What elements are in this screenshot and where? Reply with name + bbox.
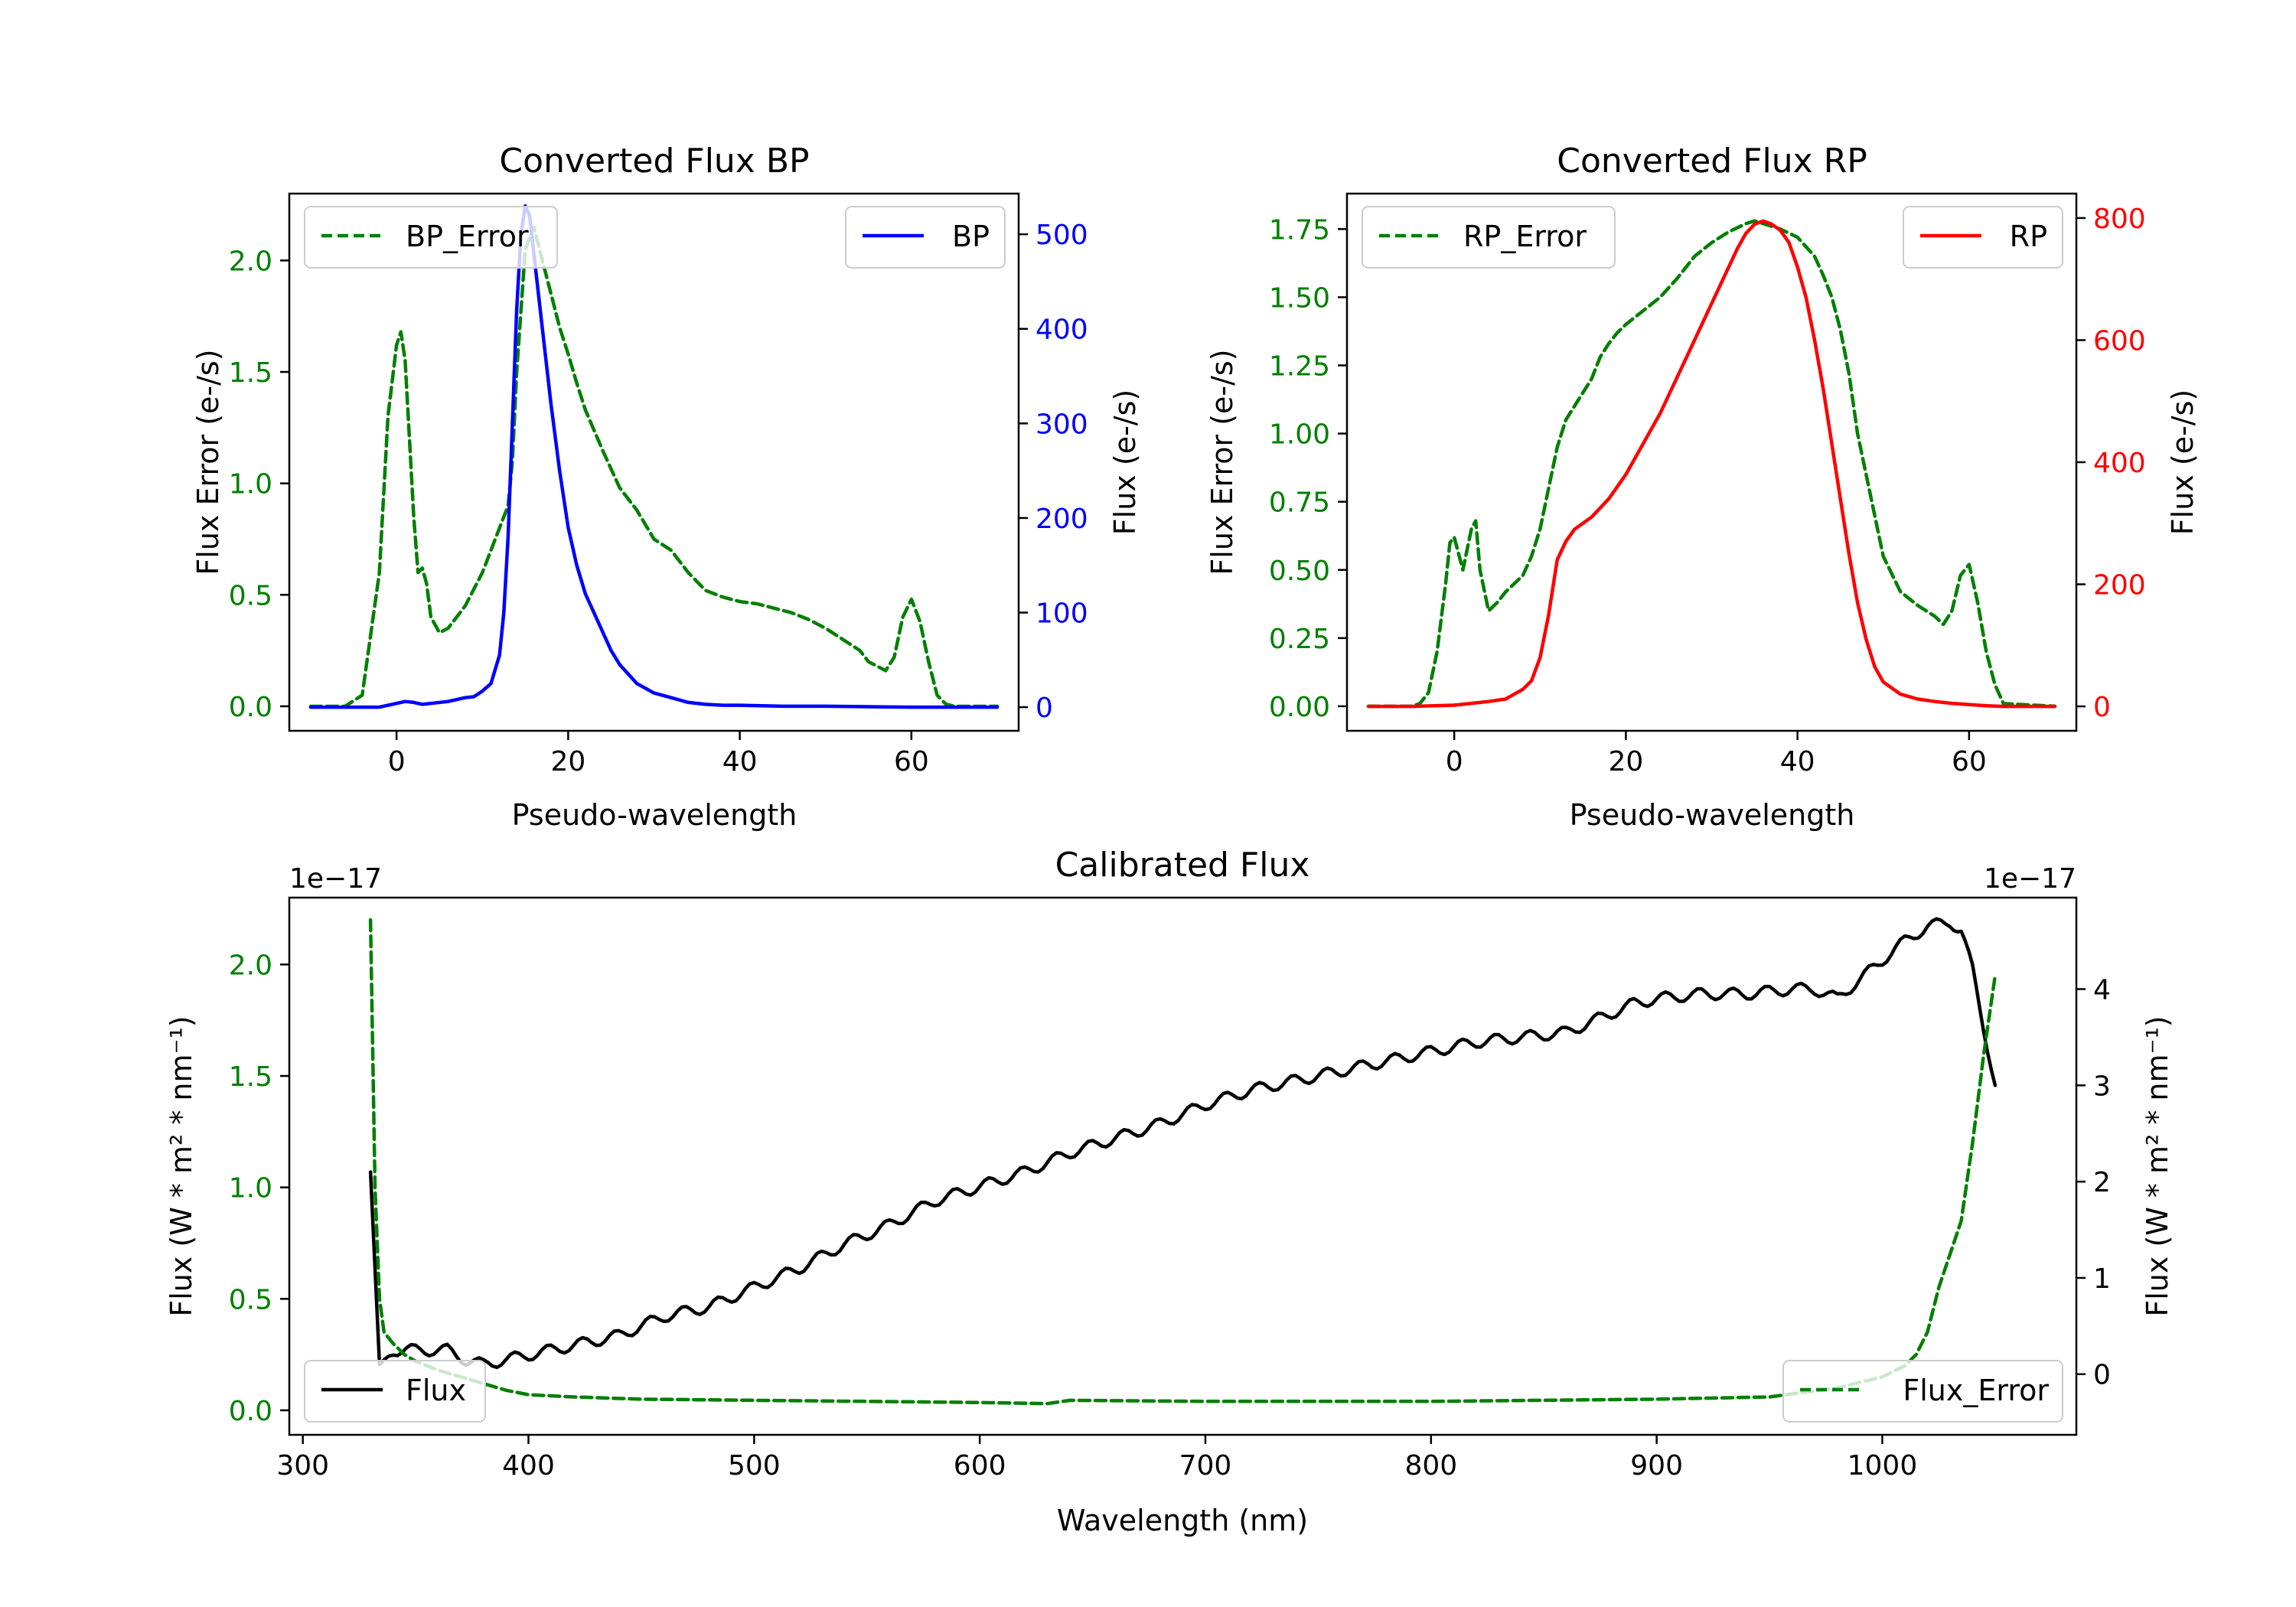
bp-x-tick-label: 60 [894,746,929,777]
bp-x-axis-label: Pseudo-wavelength [512,798,797,832]
calibrated-left-offset-label: 1e−17 [289,863,382,895]
calibrated-error-legend-label: Flux_Error [1903,1374,2049,1407]
bp-left-y-tick-label: 0.5 [229,580,272,611]
bp-x-tick-label: 20 [550,746,585,777]
calibrated-left-axis-label: Flux (W * m² * nm⁻¹) [165,1015,198,1316]
calibrated-x-tick-label: 1000 [1848,1450,1918,1482]
rp-legend-label: RP [2010,220,2047,253]
rp-left-y-tick-label: 1.75 [1269,214,1330,246]
calibrated-right-offset-label: 1e−17 [1984,863,2076,895]
calibrated-x-tick-label: 800 [1404,1450,1457,1482]
calibrated-error-legend: Flux_Error [1782,1360,2063,1423]
calibrated-flux-legend: Flux [304,1360,486,1423]
rp-right-y-tick-label: 0 [2093,692,2111,723]
bp-series-bp [308,204,1000,709]
bp-right-y-tick-label: 400 [1035,315,1088,346]
bp-axes-frame [288,192,1020,732]
bp-right-y-tick-label: 200 [1035,504,1088,535]
rp-legend: RP [1903,206,2063,269]
bp-right-y-tick-label: 100 [1035,598,1088,630]
rp-error-legend-label: RP_Error [1463,220,1587,253]
calibrated-right-y-tick-label: 1 [2093,1263,2111,1295]
rp-series-rp-error [1366,219,2057,709]
calibrated-x-tick-label: 600 [954,1450,1006,1482]
bp-right-y-tick-label: 300 [1035,409,1088,440]
calibrated-panel: Calibrated Flux 1e−17 1e−17 300 400 500 600… [165,846,2174,1537]
bp-panel: Converted Flux BP 0 20 40 60 0.0 0.5 1.0 1.5 2.… [191,142,1142,832]
rp-panel: Converted Flux RP 0 20 40 60 0.00 0.25 0.50 0.… [1205,142,2200,832]
calibrated-axes-frame [288,896,2078,1436]
bp-title: Converted Flux BP [499,142,809,181]
calibrated-flux-legend-label: Flux [406,1374,466,1407]
bp-error-legend-label: BP_Error [406,220,529,253]
calibrated-left-y-tick-label: 1.0 [229,1173,272,1204]
bp-x-tick-label: 0 [388,746,406,777]
rp-right-y-tick-label: 800 [2093,204,2146,235]
rp-right-axis-label: Flux (e-/s) [2166,390,2200,535]
rp-error-legend: RP_Error [1362,206,1616,269]
rp-left-y-tick-label: 0.75 [1269,487,1330,519]
bp-legend: BP [845,206,1006,269]
rp-left-axis-label: Flux Error (e-/s) [1205,349,1239,575]
calibrated-x-axis-label: Wavelength (nm) [1057,1504,1308,1537]
calibrated-x-tick-label: 700 [1179,1450,1232,1482]
rp-right-y-tick-label: 600 [2093,325,2146,357]
calibrated-right-y-tick-label: 3 [2093,1071,2111,1102]
calibrated-x-tick-label: 300 [276,1450,329,1482]
calibrated-x-tick-label: 500 [728,1450,781,1482]
rp-left-y-tick-label: 0.00 [1269,692,1330,723]
bp-right-y-tick-label: 500 [1035,220,1088,251]
bp-right-y-tick-label: 0 [1035,693,1053,724]
rp-right-y-tick-label: 200 [2093,570,2146,601]
rp-x-tick-label: 20 [1608,746,1643,777]
calibrated-right-y-tick-label: 4 [2093,975,2111,1006]
calibrated-series-flux [368,917,1998,1370]
rp-left-y-tick-label: 0.50 [1269,556,1330,587]
rp-left-y-tick-label: 1.50 [1269,282,1330,314]
bp-error-legend: BP_Error [304,206,558,269]
bp-series-bp-error [308,225,1000,709]
calibrated-left-y-tick-label: 0.0 [229,1396,272,1427]
bp-right-axis-label: Flux (e-/s) [1108,390,1142,535]
calibrated-right-axis-label: Flux (W * m² * nm⁻¹) [2141,1015,2174,1316]
rp-left-y-tick-label: 0.25 [1269,624,1330,655]
bp-left-y-tick-label: 2.0 [229,246,272,277]
calibrated-right-y-tick-label: 0 [2093,1360,2111,1391]
bp-left-axis-label: Flux Error (e-/s) [191,349,225,575]
bp-left-y-tick-label: 1.0 [229,469,272,500]
rp-x-tick-label: 60 [1952,746,1987,777]
bp-x-tick-label: 40 [722,746,758,777]
calibrated-left-y-tick-label: 1.5 [229,1061,272,1093]
rp-x-axis-label: Pseudo-wavelength [1570,798,1855,832]
rp-series-rp [1366,219,2057,709]
rp-x-tick-label: 0 [1446,746,1463,777]
bp-legend-label: BP [952,220,990,253]
calibrated-x-tick-label: 400 [502,1450,555,1482]
calibrated-right-y-tick-label: 2 [2093,1167,2111,1198]
calibrated-x-tick-label: 900 [1630,1450,1683,1482]
calibrated-left-y-tick-label: 2.0 [229,950,272,981]
calibrated-left-y-tick-label: 0.5 [229,1284,272,1315]
rp-left-y-tick-label: 1.25 [1269,350,1330,382]
rp-left-y-tick-label: 1.00 [1269,419,1330,451]
calibrated-series-flux-error [368,918,1998,1406]
bp-left-y-tick-label: 0.0 [229,692,272,723]
rp-right-y-tick-label: 400 [2093,448,2146,479]
rp-title: Converted Flux RP [1557,142,1867,181]
calibrated-title: Calibrated Flux [1055,846,1310,885]
bp-left-y-tick-label: 1.5 [229,357,272,389]
rp-x-tick-label: 40 [1780,746,1815,777]
